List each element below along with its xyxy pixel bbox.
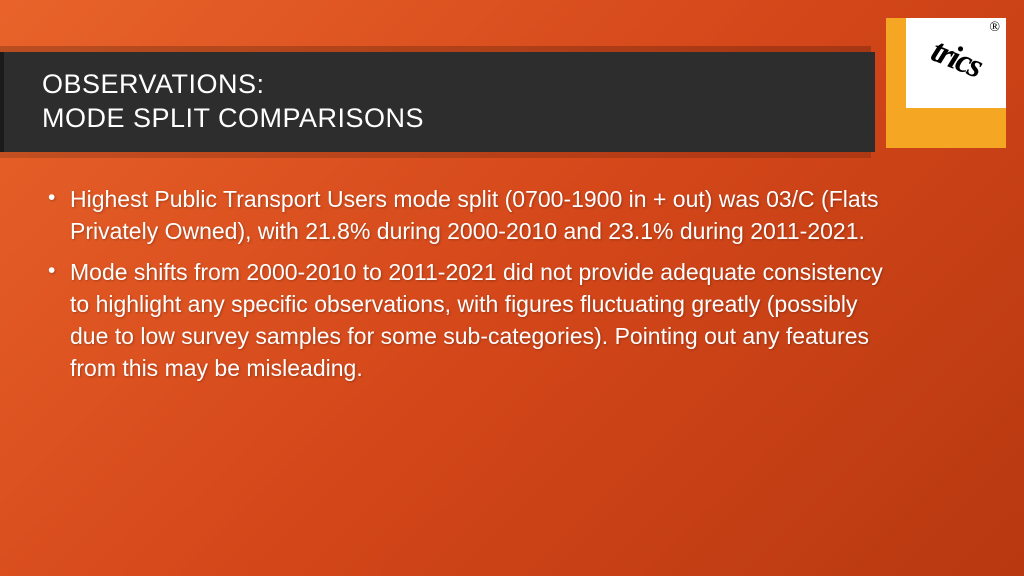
title-line-2: MODE SPLIT COMPARISONS (42, 102, 875, 136)
logo: trics ® (906, 18, 1006, 108)
title-bar: OBSERVATIONS: MODE SPLIT COMPARISONS (0, 52, 875, 152)
logo-registered: ® (989, 20, 1000, 36)
bullet-2: Mode shifts from 2000-2010 to 2011-2021 … (48, 257, 888, 384)
bullet-1: Highest Public Transport Users mode spli… (48, 184, 888, 247)
logo-text: trics (925, 32, 986, 86)
title-line-1: OBSERVATIONS: (42, 68, 875, 102)
content-area: Highest Public Transport Users mode spli… (48, 184, 888, 394)
